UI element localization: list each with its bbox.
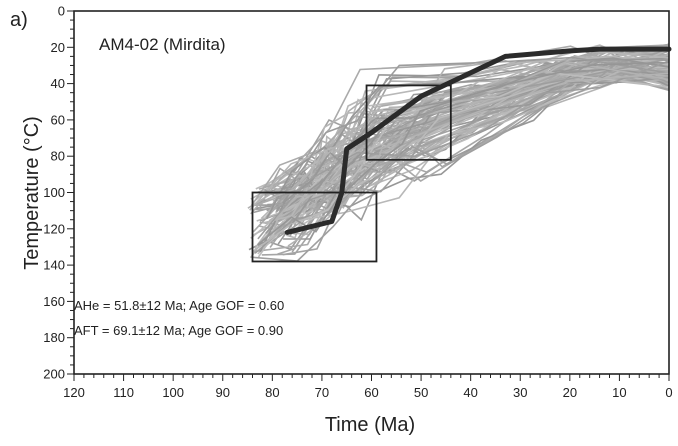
accepted-path xyxy=(250,46,670,206)
accepted-path xyxy=(274,71,670,236)
accepted-path xyxy=(262,45,670,189)
x-tick-label: 60 xyxy=(364,385,378,400)
x-tick-label: 80 xyxy=(265,385,279,400)
y-tick-label: 40 xyxy=(51,76,65,91)
y-tick-label: 0 xyxy=(58,4,65,19)
best-fit-path xyxy=(284,46,672,235)
x-tick-label: 110 xyxy=(113,385,134,400)
accepted-path xyxy=(251,59,670,262)
chart-title: AM4-02 (Mirdita) xyxy=(99,35,226,54)
annotation-ahe: AHe = 51.8±12 Ma; Age GOF = 0.60 xyxy=(74,298,284,313)
y-tick-label: 180 xyxy=(43,330,65,345)
accepted-path xyxy=(275,72,670,220)
x-tick-label: 40 xyxy=(463,385,477,400)
y-tick-label: 100 xyxy=(43,185,65,200)
x-tick-label: 50 xyxy=(414,385,428,400)
x-tick-label: 120 xyxy=(63,385,85,400)
best-fit-line xyxy=(284,46,672,235)
accepted-path xyxy=(257,60,670,240)
x-tick-label: 10 xyxy=(612,385,626,400)
x-tick-label: 90 xyxy=(216,385,230,400)
x-tick-label: 30 xyxy=(513,385,527,400)
y-tick-label: 20 xyxy=(51,40,65,55)
constraint-boxes xyxy=(251,84,452,263)
accepted-path xyxy=(265,60,670,201)
x-axis: 120 110 100 90 80 70 60 50 40 30 20 10 0 xyxy=(63,374,673,400)
y-tick-label: 200 xyxy=(43,367,65,382)
accepted-path xyxy=(278,58,670,198)
x-tick-label: 0 xyxy=(665,385,672,400)
x-axis-label: Time (Ma) xyxy=(325,414,415,436)
accepted-path xyxy=(287,55,670,247)
x-tick-label: 20 xyxy=(563,385,577,400)
y-tick-label: 60 xyxy=(51,112,65,127)
x-tick-label: 70 xyxy=(315,385,329,400)
panel-label: a) xyxy=(10,9,28,31)
y-axis: 0 20 40 60 80 100 120 140 160 180 200 xyxy=(43,4,74,382)
constraint-box xyxy=(251,191,378,263)
y-axis-label: Temperature (°C) xyxy=(21,116,43,270)
x-tick-label: 100 xyxy=(162,385,184,400)
accepted-path xyxy=(257,61,670,246)
y-tick-label: 160 xyxy=(43,294,65,309)
annotation-aft: AFT = 69.1±12 Ma; Age GOF = 0.90 xyxy=(74,323,283,338)
y-tick-label: 120 xyxy=(43,221,65,236)
constraint-box xyxy=(365,84,452,161)
y-tick-label: 140 xyxy=(43,258,65,273)
y-tick-label: 80 xyxy=(51,149,65,164)
accepted-path xyxy=(264,56,670,200)
